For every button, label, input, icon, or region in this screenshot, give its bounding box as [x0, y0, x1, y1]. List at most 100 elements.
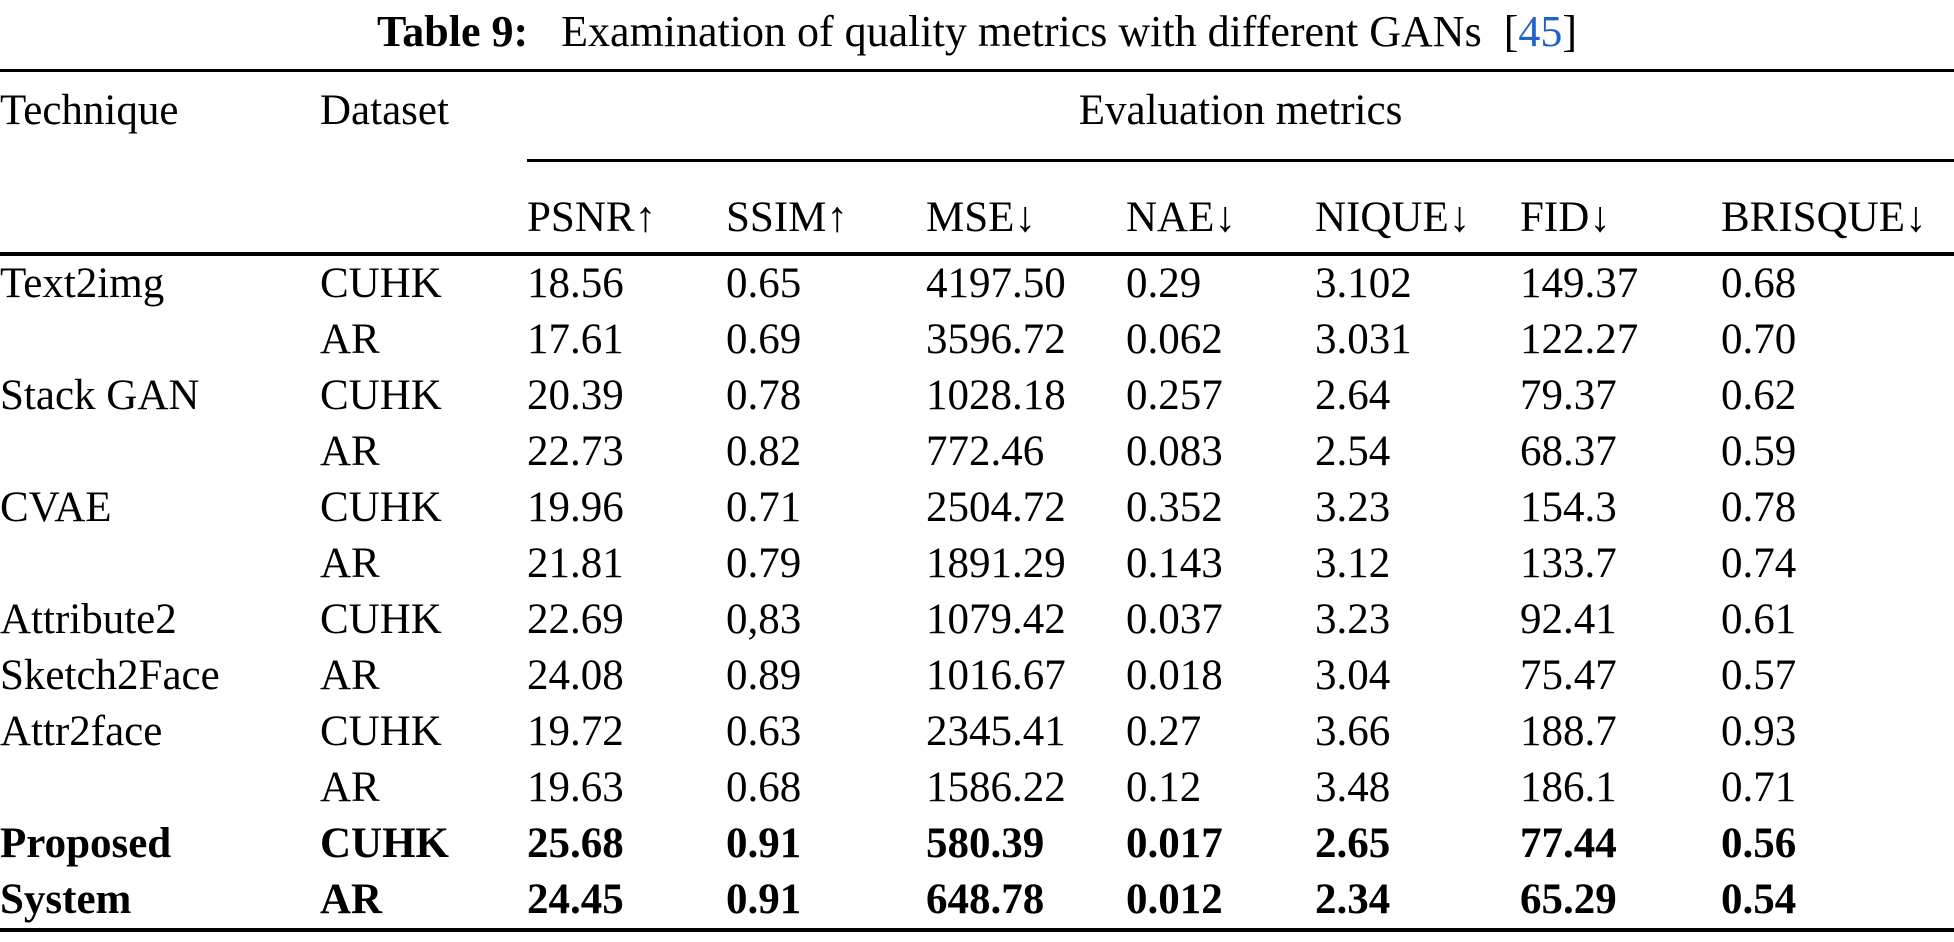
nae-cell: 0.27: [1126, 707, 1202, 755]
psnr-cell: 19.63: [527, 763, 624, 811]
brisque-cell: 0.57: [1721, 651, 1797, 699]
mse-cell: 580.39: [926, 819, 1045, 867]
ssim-cell: 0.69: [726, 315, 802, 363]
psnr-cell: 22.73: [527, 427, 624, 475]
caption-label: Table 9:: [376, 7, 529, 56]
technique-cell: [0, 536, 320, 592]
technique-cell: Attribute2: [0, 595, 177, 643]
brisque-cell: 0.93: [1721, 707, 1797, 755]
dataset-column-header: Dataset: [320, 69, 527, 161]
brisque-cell: 0.74: [1721, 539, 1797, 587]
table-body: Text2img CUHK 18.56 0.65 4197.50 0.29 3.102 149…: [0, 254, 1954, 932]
ssim-cell: 0.91: [726, 871, 926, 932]
psnr-column-header: PSNR↑: [527, 160, 726, 256]
ssim-cell: 0.91: [726, 819, 802, 867]
technique-cell: [0, 760, 320, 816]
empty-header-cell: [320, 160, 527, 256]
nae-cell: 0.12: [1126, 763, 1202, 811]
nae-cell: 0.062: [1126, 315, 1223, 363]
caption-spacer2: [1493, 7, 1504, 56]
table-row: Attr2face CUHK 19.72 0.63 2345.41 0.27 3.66 188…: [0, 704, 1954, 760]
dataset-cell: AR: [320, 651, 380, 699]
nique-cell: 3.12: [1315, 539, 1391, 587]
psnr-cell: 24.45: [527, 871, 726, 932]
fid-cell: 122.27: [1520, 315, 1639, 363]
ssim-column-header: SSIM↑: [726, 160, 926, 256]
brisque-cell: 0.68: [1721, 259, 1797, 307]
table-row: Attribute2 CUHK 22.69 0,83 1079.42 0.037 3.23 9…: [0, 592, 1954, 648]
citation-bracket-right: ]: [1562, 7, 1578, 56]
table-row: Text2img CUHK 18.56 0.65 4197.50 0.29 3.102 149…: [0, 254, 1954, 312]
fid-cell: 149.37: [1520, 259, 1639, 307]
fid-cell: 133.7: [1520, 539, 1617, 587]
fid-cell: 65.29: [1520, 871, 1721, 932]
ssim-cell: 0.78: [726, 371, 802, 419]
ssim-cell: 0.82: [726, 427, 802, 475]
citation-link[interactable]: 45: [1518, 7, 1563, 56]
nique-cell: 3.48: [1315, 763, 1391, 811]
fid-cell: 68.37: [1520, 427, 1617, 475]
technique-cell: System: [0, 871, 320, 932]
psnr-cell: 25.68: [527, 819, 624, 867]
brisque-cell: 0.70: [1721, 315, 1797, 363]
mse-cell: 2345.41: [926, 707, 1066, 755]
table-caption: Table 9: Examination of quality metrics …: [0, 0, 1954, 69]
mse-cell: 648.78: [926, 871, 1126, 932]
nique-cell: 3.031: [1315, 315, 1412, 363]
fid-cell: 188.7: [1520, 707, 1617, 755]
psnr-cell: 17.61: [527, 315, 624, 363]
nique-cell: 2.34: [1315, 871, 1520, 932]
fid-cell: 154.3: [1520, 483, 1617, 531]
nae-cell: 0.143: [1126, 539, 1223, 587]
technique-cell: [0, 424, 320, 480]
psnr-cell: 20.39: [527, 371, 624, 419]
brisque-cell: 0.78: [1721, 483, 1797, 531]
nae-cell: 0.257: [1126, 371, 1223, 419]
evaluation-metrics-group-header: Evaluation metrics: [527, 69, 1954, 162]
technique-cell: CVAE: [0, 483, 112, 531]
mse-cell: 1586.22: [926, 763, 1066, 811]
nae-cell: 0.29: [1126, 259, 1202, 307]
mse-cell: 3596.72: [926, 315, 1066, 363]
ssim-cell: 0.89: [726, 651, 802, 699]
psnr-cell: 24.08: [527, 651, 624, 699]
technique-cell: Proposed: [0, 819, 172, 867]
nique-column-header: NIQUE↓: [1315, 160, 1520, 256]
mse-cell: 4197.50: [926, 259, 1066, 307]
psnr-cell: 19.72: [527, 707, 624, 755]
table-row: AR 19.63 0.68 1586.22 0.12 3.48 186.1 0.71: [0, 760, 1954, 816]
nae-cell: 0.012: [1126, 871, 1315, 932]
ssim-cell: 0.63: [726, 707, 802, 755]
brisque-column-header: BRISQUE↓: [1721, 160, 1954, 256]
nique-cell: 2.65: [1315, 819, 1391, 867]
brisque-cell: 0.54: [1721, 871, 1954, 932]
table-row: System AR 24.45 0.91 648.78 0.012 2.34 65.29 0.5…: [0, 871, 1954, 932]
fid-cell: 75.47: [1520, 651, 1617, 699]
metric-header-row: PSNR↑ SSIM↑ MSE↓ NAE↓ NIQUE↓ FID↓ BRISQU…: [0, 160, 1954, 256]
citation-bracket-left: [: [1503, 7, 1519, 56]
dataset-cell: CUHK: [320, 707, 442, 755]
dataset-cell: AR: [320, 539, 380, 587]
fid-cell: 77.44: [1520, 819, 1617, 867]
fid-column-header: FID↓: [1520, 160, 1721, 256]
mse-column-header: MSE↓: [926, 160, 1126, 256]
brisque-cell: 0.61: [1721, 595, 1797, 643]
mse-cell: 772.46: [926, 427, 1045, 475]
ssim-cell: 0,83: [726, 595, 802, 643]
mse-cell: 1028.18: [926, 371, 1066, 419]
nique-cell: 3.23: [1315, 483, 1391, 531]
fid-cell: 186.1: [1520, 763, 1617, 811]
table-row: AR 17.61 0.69 3596.72 0.062 3.031 122.27 0.70: [0, 312, 1954, 368]
nique-cell: 3.102: [1315, 259, 1412, 307]
table-row: Stack GAN CUHK 20.39 0.78 1028.18 0.257 2.64 79…: [0, 368, 1954, 424]
nique-cell: 3.04: [1315, 651, 1391, 699]
dataset-cell: CUHK: [320, 259, 442, 307]
nae-cell: 0.017: [1126, 819, 1223, 867]
technique-cell: Sketch2Face: [0, 651, 220, 699]
psnr-cell: 18.56: [527, 259, 624, 307]
mse-cell: 1891.29: [926, 539, 1066, 587]
technique-column-header: Technique: [0, 69, 320, 161]
nique-cell: 3.66: [1315, 707, 1391, 755]
dataset-cell: AR: [320, 315, 380, 363]
fid-cell: 79.37: [1520, 371, 1617, 419]
